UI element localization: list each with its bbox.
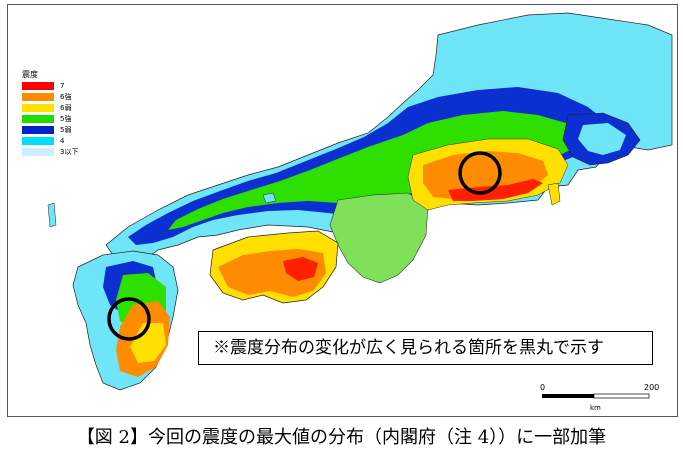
- legend-label: 6弱: [60, 103, 72, 112]
- legend-item: 6強: [22, 91, 112, 102]
- legend-item: 7: [22, 80, 112, 91]
- scale-bar: 0 200 km: [540, 383, 659, 412]
- legend-label: 7: [60, 81, 65, 90]
- legend-label: 6強: [60, 92, 72, 101]
- legend-item: 6弱: [22, 102, 112, 113]
- legend-label: 5強: [60, 114, 72, 123]
- seismic-intensity-map: [47, 12, 673, 391]
- note-box: ※震度分布の変化が広く見られる箇所を黒丸で示す: [198, 331, 653, 365]
- map-frame: 震度 7 6強 6弱 5強 5弱 4 3以下 ※震度分布の変化が広く見られる箇所を黒丸で示す…: [7, 4, 678, 417]
- legend-swatch: [22, 103, 54, 112]
- legend-swatch: [22, 92, 54, 101]
- legend-swatch: [22, 147, 54, 156]
- legend-item: 3以下: [22, 146, 112, 157]
- legend-label: 5弱: [60, 125, 72, 134]
- izu-peninsula: [547, 182, 561, 206]
- shikoku-red: [283, 257, 318, 281]
- legend-rows: 7 6強 6弱 5強 5弱 4 3以下: [22, 80, 112, 157]
- figure-caption: 【図 2】今回の震度の最大値の分布（内閣府（注 4））に一部加筆: [76, 427, 607, 448]
- legend: 震度 7 6強 6弱 5強 5弱 4 3以下: [22, 69, 112, 157]
- scale-start-label: 0: [540, 383, 545, 392]
- legend-swatch: [22, 125, 54, 134]
- legend-item: 5強: [22, 113, 112, 124]
- legend-swatch: [22, 81, 54, 90]
- oki-islands: [262, 192, 277, 204]
- scale-bar-black: [542, 394, 594, 398]
- tokai-red-coast: [448, 179, 543, 201]
- legend-swatch: [22, 114, 54, 123]
- highlight-circle-chubu: [458, 151, 502, 195]
- highlight-circle-kyushu: [107, 297, 151, 341]
- kyushu-yellow: [130, 323, 166, 363]
- legend-label: 3以下: [60, 147, 79, 156]
- legend-item: 5弱: [22, 124, 112, 135]
- scale-bar-white: [593, 393, 650, 399]
- legend-swatch: [22, 136, 54, 145]
- scale-unit-label: km: [590, 404, 601, 412]
- legend-label: 4: [60, 136, 65, 145]
- tsushima-island: [47, 202, 57, 228]
- kanto-inner: [578, 123, 626, 155]
- kinki-region: [329, 192, 429, 284]
- scale-end-label: 200: [644, 383, 659, 392]
- legend-item: 4: [22, 135, 112, 146]
- legend-title: 震度: [22, 70, 38, 79]
